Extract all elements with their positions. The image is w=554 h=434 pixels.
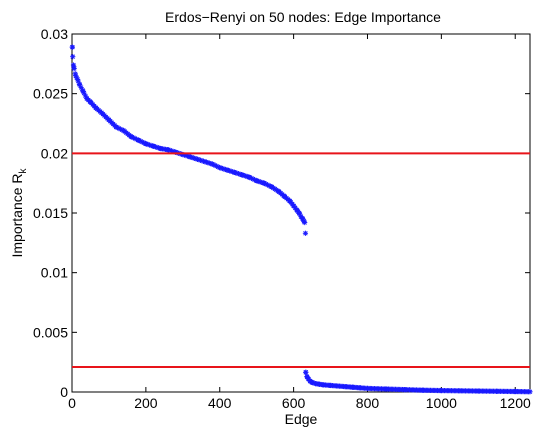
- x-tick-label: 800: [356, 395, 380, 411]
- chart-title: Erdos−Renyi on 50 nodes: Edge Importance: [165, 9, 441, 25]
- plot-area: [69, 33, 533, 395]
- x-tick-label: 1200: [500, 395, 531, 411]
- data-point-marker: [301, 218, 307, 224]
- y-tick-label: 0.005: [33, 324, 68, 340]
- y-axis-label: Importance Rk: [9, 167, 29, 257]
- y-tick-labels: 0 0.005 0.01 0.015 0.02 0.025 0.03: [33, 26, 68, 400]
- data-point-marker: [525, 389, 532, 395]
- data-markers: [69, 44, 533, 395]
- data-point-marker: [303, 369, 309, 375]
- x-tick-label: 1000: [426, 395, 457, 411]
- y-tick-label: 0.02: [41, 145, 68, 161]
- x-axis-label: Edge: [285, 411, 318, 427]
- y-axis-label-subscript: k: [18, 167, 29, 173]
- y-tick-label: 0.01: [41, 265, 68, 281]
- y-tick-label: 0.025: [33, 86, 68, 102]
- y-tick-label: 0: [60, 384, 68, 400]
- data-point-marker: [302, 230, 309, 236]
- data-point-marker: [69, 44, 75, 50]
- data-point-marker: [72, 71, 78, 77]
- y-tick-label: 0.015: [33, 205, 68, 221]
- y-tick-label: 0.03: [41, 26, 68, 42]
- x-tick-label: 400: [208, 395, 232, 411]
- data-point-marker: [70, 54, 76, 60]
- y-axis-label-main: Importance R: [9, 173, 25, 257]
- x-tick-label: 200: [134, 395, 158, 411]
- threshold-lines: [72, 152, 530, 368]
- x-tick-label: 0: [68, 395, 76, 411]
- axis-ticks: [71, 33, 530, 393]
- data-point-marker: [71, 64, 77, 70]
- x-tick-labels: 0 200 400 600 800 1000 1200: [68, 395, 531, 411]
- x-tick-label: 600: [282, 395, 306, 411]
